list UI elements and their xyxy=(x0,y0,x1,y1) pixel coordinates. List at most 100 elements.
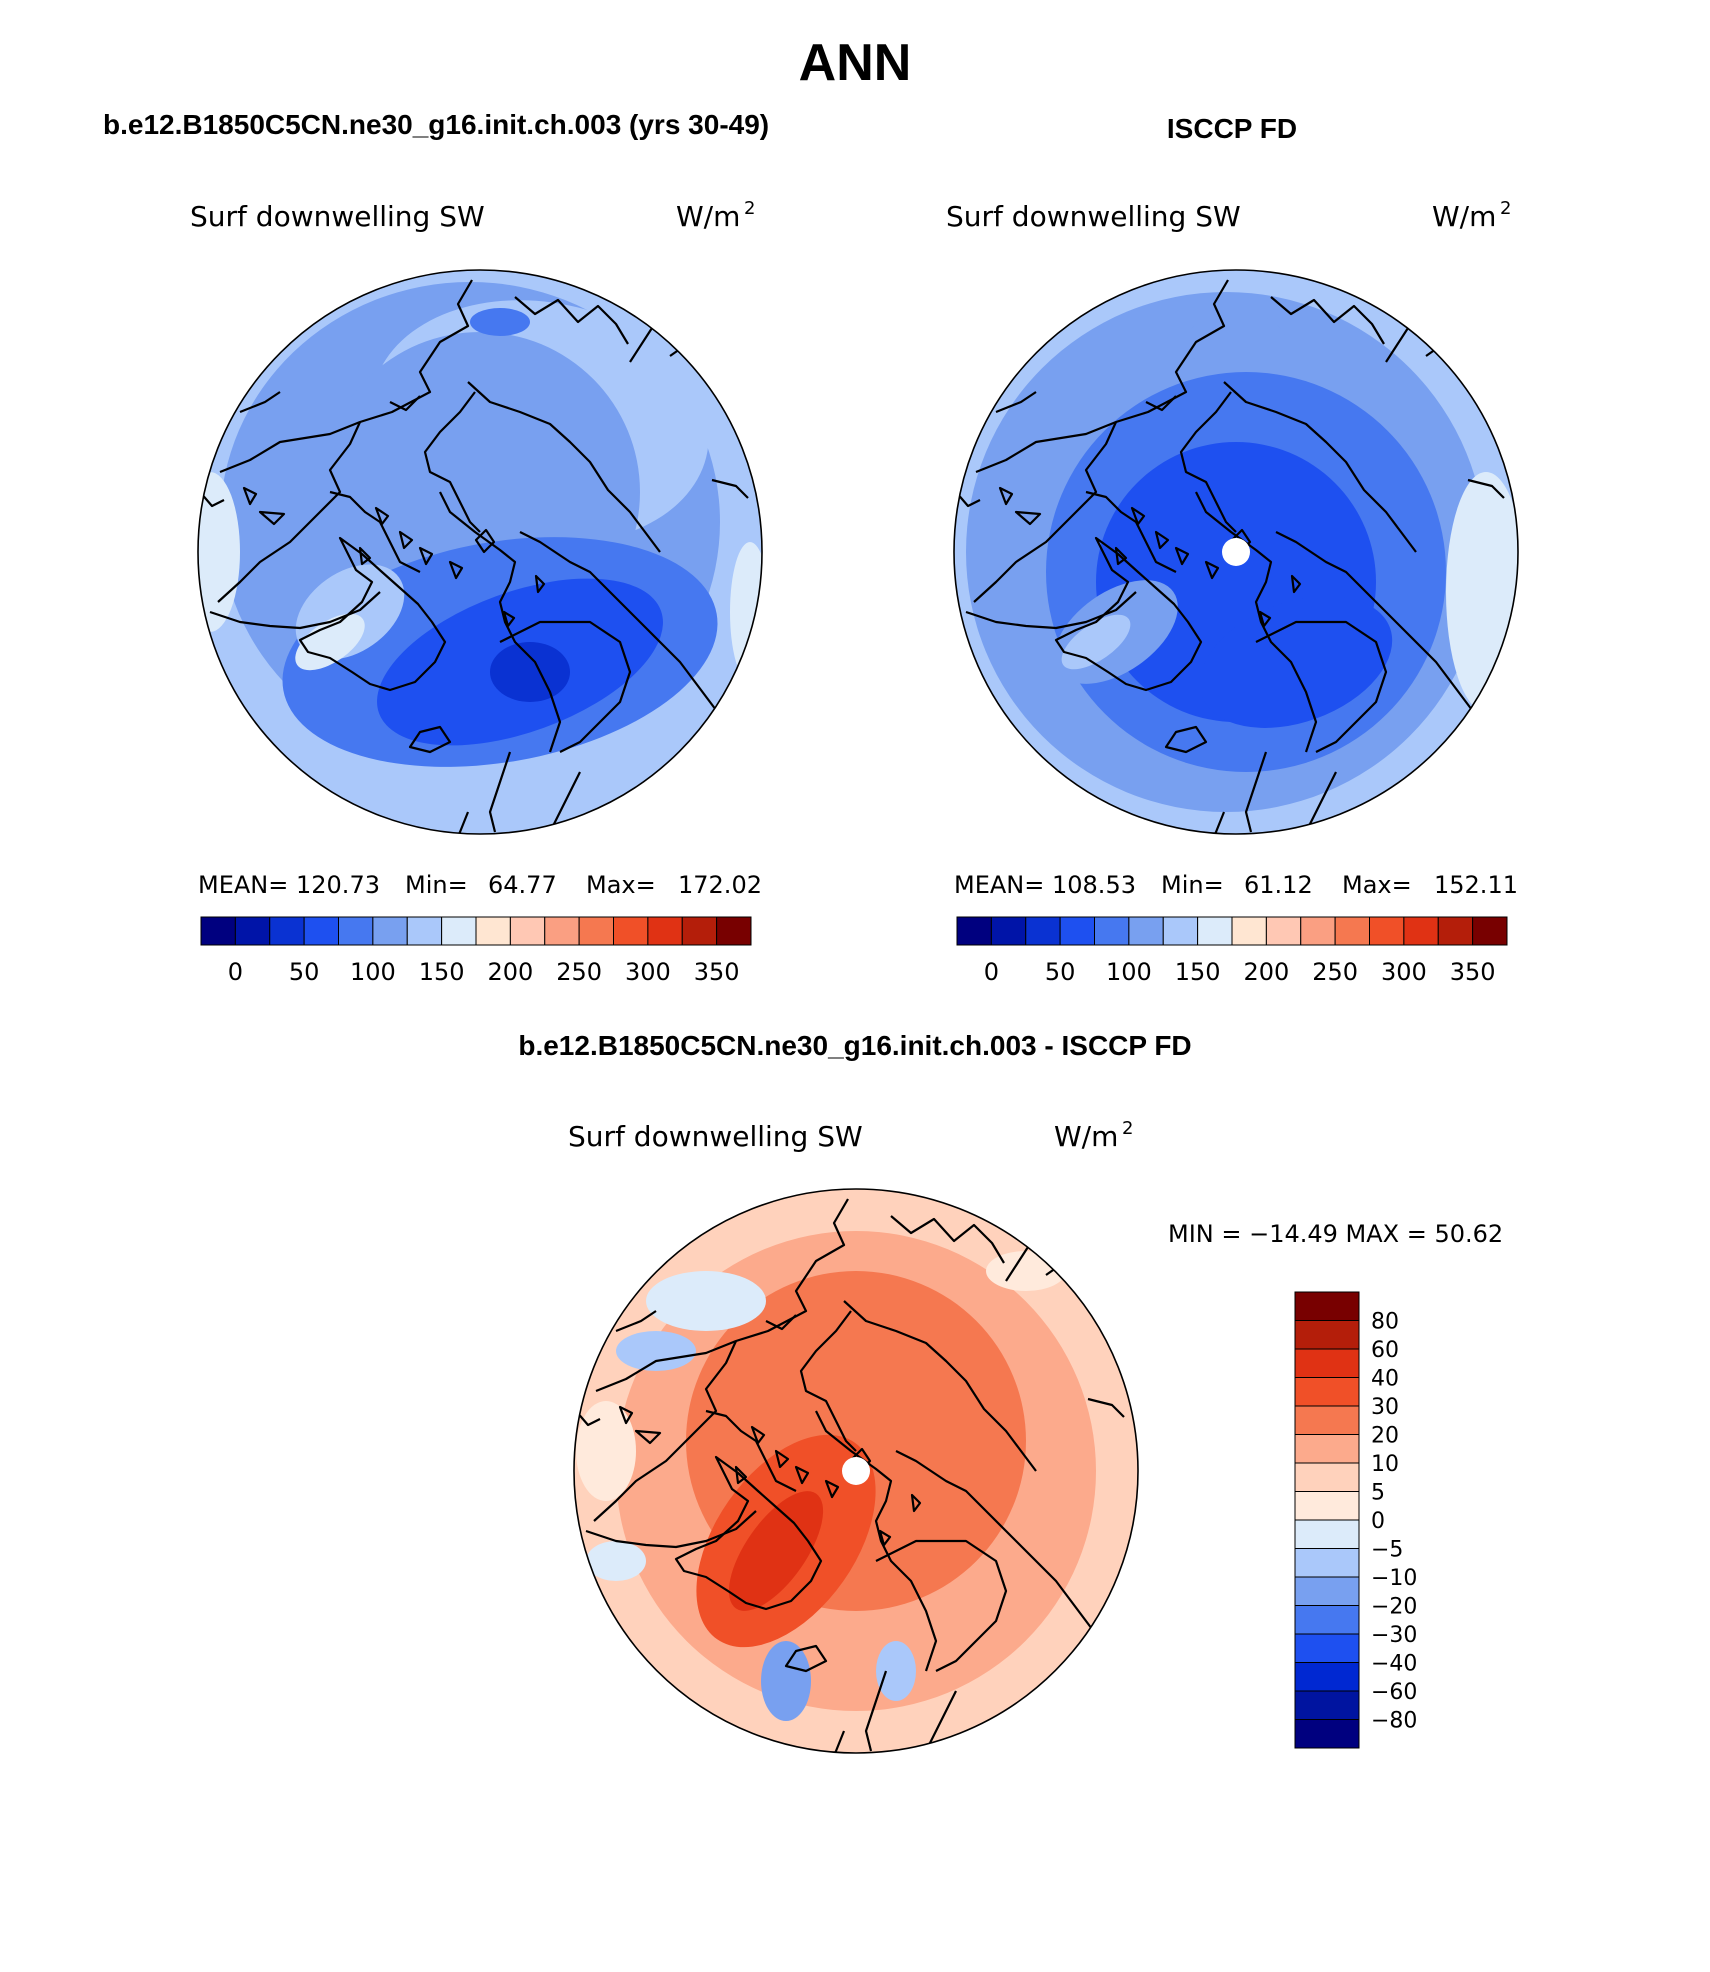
diff-colorbar-box xyxy=(1294,1548,1360,1578)
model-colorbar-box xyxy=(303,916,339,946)
obs-pole-mask xyxy=(1222,538,1250,566)
diff-colorbar-tick: −60 xyxy=(1371,1680,1417,1705)
diff-contour-region xyxy=(576,1401,636,1501)
model-max-value: 172.02 xyxy=(678,871,762,899)
diff-contour-region xyxy=(586,1541,646,1581)
model-map xyxy=(197,269,763,835)
obs-field xyxy=(954,270,1518,834)
diff-field xyxy=(574,1189,1138,1753)
model-colorbar-box xyxy=(234,916,271,946)
model-colorbar-box xyxy=(200,916,236,946)
model-colorbar-box xyxy=(613,916,649,946)
diff-colorbar-box xyxy=(1294,1605,1360,1635)
obs-colorbar-box xyxy=(1094,916,1130,946)
model-units-exponent: 2 xyxy=(744,198,755,219)
diff-units-label: W/m xyxy=(1054,1120,1118,1153)
model-colorbar-box xyxy=(544,916,580,946)
diff-colorbar-tick: −40 xyxy=(1371,1652,1417,1677)
obs-colorbar-box xyxy=(1334,916,1370,946)
model-colorbar-box xyxy=(578,916,614,946)
obs-colorbar-box xyxy=(1197,916,1233,946)
model-contour-region xyxy=(490,642,570,702)
diff-colorbar-box xyxy=(1294,1662,1360,1692)
obs-colorbar-tick: 50 xyxy=(1045,958,1076,986)
diff-colorbar-box xyxy=(1294,1690,1360,1720)
obs-colorbar-tick: 350 xyxy=(1450,958,1496,986)
model-colorbar-box xyxy=(441,916,477,946)
diff-colorbar-tick: −30 xyxy=(1371,1623,1417,1648)
text-layer: ANN b.e12.B1850C5CN.ne30_g16.init.ch.003 … xyxy=(103,34,1518,1749)
obs-colorbar-box xyxy=(1472,916,1508,946)
model-colorbar-tick: 100 xyxy=(350,958,396,986)
obs-colorbar-box xyxy=(1437,916,1474,946)
model-colorbar-tick: 250 xyxy=(556,958,602,986)
model-contour-region xyxy=(470,308,530,336)
obs-units-label: W/m xyxy=(1432,200,1496,233)
model-colorbar-box xyxy=(338,916,374,946)
diff-colorbar-box xyxy=(1294,1576,1360,1606)
diff-colorbar-box xyxy=(1294,1633,1360,1663)
diff-minmax-text: MIN = −14.49 MAX = 50.62 xyxy=(1168,1220,1503,1248)
model-colorbar-tick: 350 xyxy=(694,958,740,986)
diff-colorbar-tick: 60 xyxy=(1371,1338,1399,1363)
obs-colorbar-box xyxy=(956,916,992,946)
diff-contour-region xyxy=(876,1641,916,1701)
diff-colorbar-tick: 5 xyxy=(1371,1481,1385,1506)
model-contour-region xyxy=(198,472,240,632)
diff-colorbar-box xyxy=(1294,1320,1360,1350)
obs-colorbar-box xyxy=(1059,916,1095,946)
model-field xyxy=(198,270,762,834)
model-colorbar-tick: 0 xyxy=(228,958,243,986)
diff-colorbar-tick: 30 xyxy=(1371,1395,1399,1420)
diff-colorbar-box xyxy=(1294,1348,1360,1378)
obs-colorbar-box xyxy=(1025,916,1061,946)
diff-colorbar-tick: 40 xyxy=(1371,1367,1399,1392)
model-colorbar: 0 50 100 150 200 250 300 350 xyxy=(200,916,752,986)
diff-colorbar-box xyxy=(1294,1434,1360,1464)
model-colorbar-box xyxy=(647,916,683,946)
diff-colorbar-tick: 80 xyxy=(1371,1310,1399,1335)
model-map-border xyxy=(197,269,763,835)
diff-colorbar-tick: 10 xyxy=(1371,1452,1399,1477)
obs-colorbar-box xyxy=(1403,916,1439,946)
diff-contour-region xyxy=(616,1331,696,1371)
diff-contour-region xyxy=(761,1641,811,1721)
obs-colorbar-box xyxy=(1265,916,1302,946)
obs-variable-label: Surf downwelling SW xyxy=(946,200,1241,233)
model-colorbar-box xyxy=(681,916,718,946)
obs-mean-label: MEAN= xyxy=(954,871,1044,899)
diff-colorbar-tick: −5 xyxy=(1371,1538,1403,1563)
obs-colorbar-box xyxy=(1369,916,1405,946)
diff-pole-mask xyxy=(842,1457,870,1485)
model-max-label: Max= xyxy=(586,871,656,899)
obs-max-label: Max= xyxy=(1342,871,1412,899)
model-colorbar-box xyxy=(509,916,546,946)
obs-min-value: 61.12 xyxy=(1244,871,1313,899)
obs-colorbar: 0 50 100 150 200 250 300 350 xyxy=(956,916,1508,986)
diff-colorbar-box xyxy=(1294,1291,1360,1321)
diff-colorbar-tick: −20 xyxy=(1371,1595,1417,1620)
page-title: ANN xyxy=(799,34,912,92)
obs-colorbar-tick: 250 xyxy=(1312,958,1358,986)
diff-variable-label: Surf downwelling SW xyxy=(568,1120,863,1153)
diff-colorbar-box xyxy=(1294,1377,1360,1407)
obs-colorbar-box xyxy=(1128,916,1164,946)
model-colorbar-tick: 150 xyxy=(419,958,465,986)
diff-colorbar-tick: 0 xyxy=(1371,1509,1385,1534)
obs-colorbar-tick: 300 xyxy=(1381,958,1427,986)
obs-map-border xyxy=(953,269,1519,835)
diff-colorbar-box xyxy=(1294,1491,1360,1521)
diff-colorbar-tick: −10 xyxy=(1371,1566,1417,1591)
obs-case-title: ISCCP FD xyxy=(1167,113,1297,144)
obs-colorbar-tick: 0 xyxy=(984,958,999,986)
diff-units-exponent: 2 xyxy=(1122,1118,1133,1139)
difference-map xyxy=(573,1188,1139,1754)
model-colorbar-tick: 50 xyxy=(289,958,320,986)
model-contour-region xyxy=(730,542,762,682)
obs-units-exponent: 2 xyxy=(1500,198,1511,219)
model-colorbar-box xyxy=(269,916,305,946)
observation-map xyxy=(953,269,1519,835)
obs-max-value: 152.11 xyxy=(1434,871,1518,899)
model-colorbar-box xyxy=(372,916,408,946)
